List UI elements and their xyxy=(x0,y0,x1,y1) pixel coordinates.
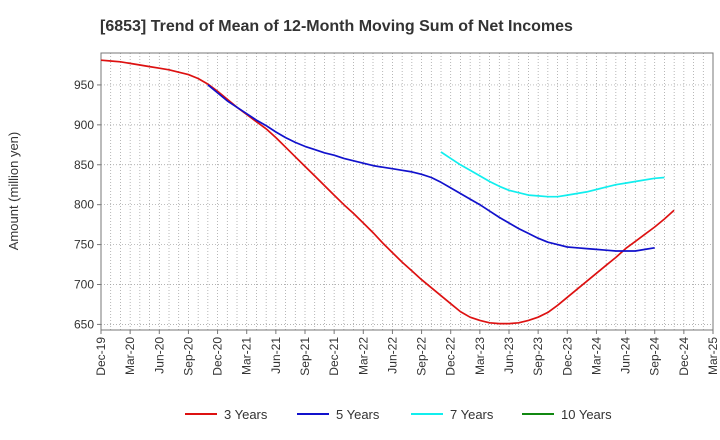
x-tick-label: Jun-20 xyxy=(152,337,166,374)
x-tick-label: Mar-23 xyxy=(473,337,487,375)
x-tick-label: Sep-23 xyxy=(531,337,545,376)
x-tick-label: Dec-22 xyxy=(444,337,458,376)
legend-label: 7 Years xyxy=(450,407,494,422)
y-tick-label: 650 xyxy=(74,317,94,331)
x-tick-label: Dec-19 xyxy=(94,337,108,376)
plot-background xyxy=(101,53,713,330)
x-tick-label: Sep-24 xyxy=(648,337,662,376)
plot-area xyxy=(101,53,713,330)
x-tick-label: Mar-24 xyxy=(589,337,603,375)
legend-label: 3 Years xyxy=(224,407,268,422)
x-tick-label: Jun-21 xyxy=(269,337,283,374)
series-line-5-years xyxy=(207,84,655,252)
y-tick-label: 700 xyxy=(74,277,94,291)
x-tick-label: Sep-22 xyxy=(415,337,429,376)
x-tick-label: Jun-23 xyxy=(502,337,516,374)
series-lines xyxy=(100,59,675,325)
legend-label: 5 Years xyxy=(336,407,380,422)
x-tick-label: Dec-23 xyxy=(560,337,574,376)
x-tick-label: Sep-21 xyxy=(298,337,312,376)
x-tick-label: Sep-20 xyxy=(181,337,195,376)
chart-title: [6853] Trend of Mean of 12-Month Moving … xyxy=(100,18,573,35)
x-tick-label: Dec-21 xyxy=(327,337,341,376)
legend: 3 Years 5 Years 7 Years 10 Years xyxy=(185,407,612,422)
series-line-3-years xyxy=(100,59,675,325)
plot-border xyxy=(100,52,714,331)
legend-label: 10 Years xyxy=(561,407,612,422)
y-axis-label: Amount (million yen) xyxy=(6,132,21,251)
grid xyxy=(100,52,714,331)
y-tick-label: 800 xyxy=(74,198,94,212)
x-tick-label: Jun-22 xyxy=(385,337,399,374)
x-tick-label: Dec-24 xyxy=(677,337,691,376)
y-tick-label: 950 xyxy=(74,78,94,92)
x-tick-label: Mar-22 xyxy=(356,337,370,375)
y-tick-label: 750 xyxy=(74,238,94,252)
x-tick-label: Jun-24 xyxy=(619,337,633,374)
x-tick-label: Mar-25 xyxy=(706,337,720,375)
y-axis: 650 700 750 800 850 900 950 xyxy=(74,78,101,331)
x-tick-label: Mar-20 xyxy=(123,337,137,375)
x-axis: Dec-19 Mar-20 Jun-20 Sep-20 Dec-20 Mar-21 Jun-… xyxy=(94,330,720,376)
x-tick-label: Dec-20 xyxy=(211,337,225,376)
y-tick-label: 900 xyxy=(74,118,94,132)
x-tick-label: Mar-21 xyxy=(240,337,254,375)
y-tick-label: 850 xyxy=(74,158,94,172)
series-line-7-years xyxy=(440,151,665,198)
